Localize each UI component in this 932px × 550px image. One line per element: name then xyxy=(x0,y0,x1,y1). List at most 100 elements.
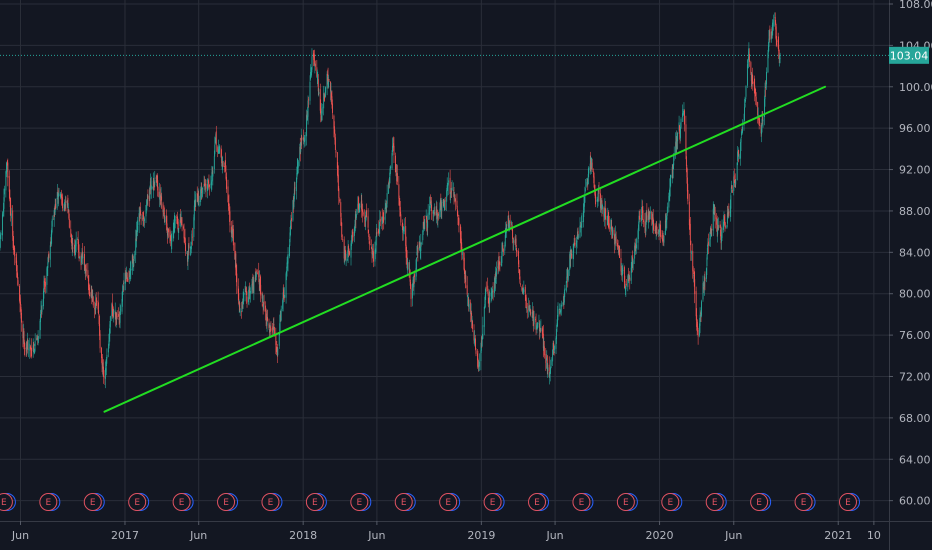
candle-body xyxy=(680,118,682,128)
candle-body xyxy=(56,197,58,209)
candle-body xyxy=(235,253,237,270)
time-axis[interactable]: Jun 2017 Jun 2018 Jun 2019 Jun 2020 Jun 2021 10 xyxy=(0,521,932,550)
earnings-marker[interactable]: E xyxy=(0,493,16,511)
earnings-marker[interactable]: E xyxy=(528,493,550,511)
candle-body xyxy=(456,209,458,216)
candle-body xyxy=(253,279,255,294)
candle-body xyxy=(436,209,438,213)
earnings-marker-circle xyxy=(39,493,58,511)
earnings-marker[interactable]: E xyxy=(128,493,150,511)
candle-body xyxy=(516,247,517,252)
candle-body xyxy=(617,243,619,247)
candle-body xyxy=(545,359,547,361)
candle-body xyxy=(66,200,68,206)
candle-body xyxy=(331,92,332,98)
candle-body xyxy=(37,337,39,341)
candle-body xyxy=(738,155,740,159)
candle-body xyxy=(269,329,270,333)
candle-body xyxy=(270,326,271,328)
candle-body xyxy=(570,253,572,260)
earnings-marker[interactable]: E xyxy=(439,493,461,511)
earnings-marker[interactable]: E xyxy=(572,493,594,511)
candle-body xyxy=(343,239,345,259)
candle-body xyxy=(608,220,610,223)
earnings-marker[interactable]: E xyxy=(350,493,372,511)
candle-body xyxy=(231,230,233,234)
candle-body xyxy=(316,77,318,79)
candle-body xyxy=(669,187,671,193)
candle-body xyxy=(225,173,227,179)
candle-body xyxy=(307,116,309,120)
candle-body xyxy=(481,338,483,340)
candle-body xyxy=(393,145,395,155)
candle-body xyxy=(351,234,353,244)
earnings-marker[interactable]: E xyxy=(616,493,638,511)
candle-body xyxy=(518,265,520,267)
price-axis[interactable]: 108.00104.00100.0096.0092.0088.0084.0080… xyxy=(889,0,932,550)
candle-body xyxy=(208,180,209,184)
candle-body xyxy=(696,315,698,327)
candle-body xyxy=(377,231,379,232)
candle-body xyxy=(103,366,104,377)
candle-body xyxy=(461,251,463,256)
candle-body xyxy=(474,341,476,343)
earnings-marker-circle xyxy=(528,493,547,511)
candle-body xyxy=(340,218,342,225)
candle-body xyxy=(344,253,346,255)
candle-body xyxy=(513,241,515,243)
candle-body xyxy=(747,60,749,64)
candle-body xyxy=(656,232,658,234)
candle-body xyxy=(360,201,362,208)
earnings-marker[interactable]: E xyxy=(750,493,772,511)
earnings-marker[interactable]: E xyxy=(661,493,683,511)
earnings-marker[interactable]: E xyxy=(394,493,416,511)
candle-body xyxy=(648,213,650,219)
earnings-marker[interactable]: E xyxy=(483,493,505,511)
x-tick-label: 2018 xyxy=(289,529,317,542)
earnings-marker[interactable]: E xyxy=(83,493,105,511)
trendline-group[interactable] xyxy=(103,85,827,413)
candle-body xyxy=(334,137,336,150)
candle-body xyxy=(197,196,199,202)
earnings-marker[interactable]: E xyxy=(261,493,283,511)
candle-body xyxy=(746,64,748,86)
earnings-marker-circle xyxy=(0,493,13,511)
candle-body xyxy=(425,215,427,218)
candle-body xyxy=(60,193,61,198)
x-tick-label: Jun xyxy=(724,529,742,542)
candle-body xyxy=(672,166,674,170)
candle-body xyxy=(416,245,418,250)
candle-body xyxy=(2,208,4,212)
earnings-marker[interactable]: E xyxy=(794,493,816,511)
candle-body xyxy=(214,144,216,154)
candle-body xyxy=(200,189,202,203)
candle-body xyxy=(583,204,585,211)
candle-body xyxy=(728,211,730,216)
candle-body xyxy=(443,202,445,204)
earnings-marker[interactable]: E xyxy=(305,493,327,511)
y-tick-label: 100.00 xyxy=(899,81,932,94)
candle-body xyxy=(465,274,467,289)
earnings-marker[interactable]: E xyxy=(838,493,860,511)
earnings-marker-circle xyxy=(261,493,280,511)
candle-body xyxy=(460,232,462,242)
candle-body xyxy=(554,346,556,351)
earnings-marker[interactable]: E xyxy=(172,493,194,511)
earnings-marker[interactable]: E xyxy=(39,493,61,511)
candle-body xyxy=(645,219,647,232)
candle-body xyxy=(176,217,178,218)
candle-body xyxy=(369,242,371,244)
earnings-marker[interactable]: E xyxy=(217,493,239,511)
trendline[interactable] xyxy=(103,85,827,413)
candle-body xyxy=(91,289,93,296)
candle-body xyxy=(389,168,391,176)
candle-body xyxy=(740,138,742,143)
candle-body xyxy=(307,100,309,117)
earnings-marker[interactable]: E xyxy=(705,493,727,511)
candle-body xyxy=(277,348,279,356)
candle-body xyxy=(762,117,764,121)
candle-body xyxy=(304,134,306,141)
candle-body xyxy=(252,281,254,286)
